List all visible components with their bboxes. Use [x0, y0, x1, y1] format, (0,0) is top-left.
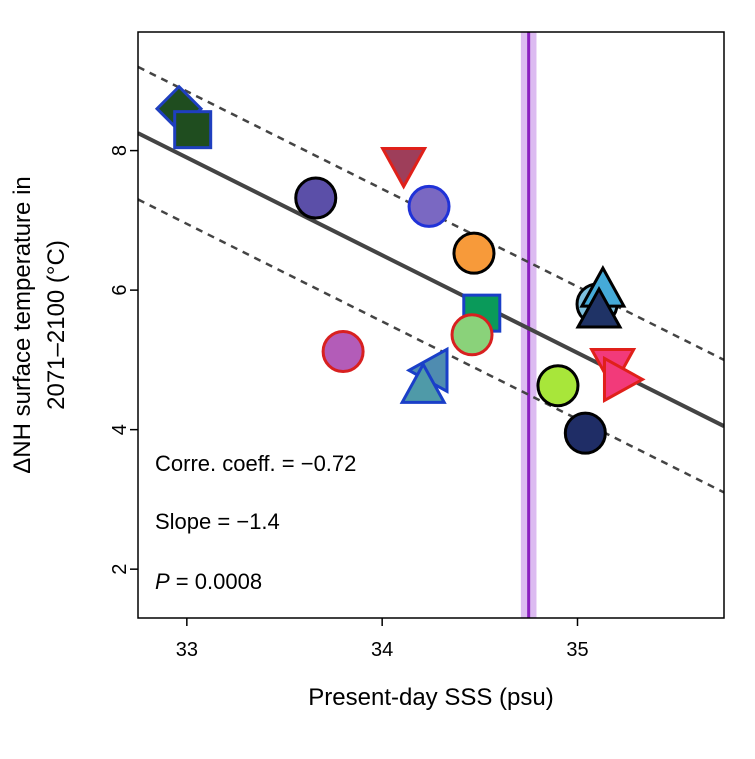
x-axis-ticks: 33 34 35 — [176, 618, 589, 661]
data-point-triangle-up — [575, 285, 623, 329]
data-point-triangle-right — [602, 355, 646, 403]
x-tick-label: 33 — [176, 639, 198, 661]
y-axis-title-line2: 2071–2100 (°C) — [43, 240, 70, 410]
plot-frame — [137, 31, 725, 619]
y-tick-label: 6 — [109, 285, 131, 296]
y-axis-title-line1: ΔNH surface temperature in — [9, 176, 36, 473]
data-point-circle — [407, 184, 451, 228]
correlation-annotation: Corre. coeff. = −0.72 — [155, 451, 356, 476]
data-point-circle — [321, 330, 365, 374]
y-tick-label: 2 — [109, 564, 131, 575]
data-point-circle — [450, 313, 494, 357]
data-point-square — [173, 110, 213, 150]
prediction-band-lower — [138, 198, 724, 494]
x-axis-title: Present-day SSS (psu) — [308, 684, 553, 711]
data-point-triangle-up — [399, 361, 447, 404]
data-point-circle — [294, 176, 338, 220]
y-tick-label: 8 — [109, 145, 131, 156]
p-label: P — [155, 569, 170, 594]
data-point-circle — [563, 411, 607, 455]
data-point-circle — [536, 364, 580, 408]
data-points — [154, 84, 646, 455]
p-value-annotation: P = 0.0008 — [155, 569, 262, 594]
x-tick-label: 35 — [566, 639, 588, 661]
slope-annotation: Slope = −1.4 — [155, 509, 280, 534]
p-value: = 0.0008 — [170, 569, 262, 594]
y-axis-ticks: 2 4 6 8 — [109, 145, 138, 575]
data-point-triangle-down — [380, 147, 428, 190]
data-point-circle — [452, 231, 496, 275]
x-tick-label: 34 — [371, 639, 393, 661]
y-tick-label: 4 — [109, 424, 131, 435]
